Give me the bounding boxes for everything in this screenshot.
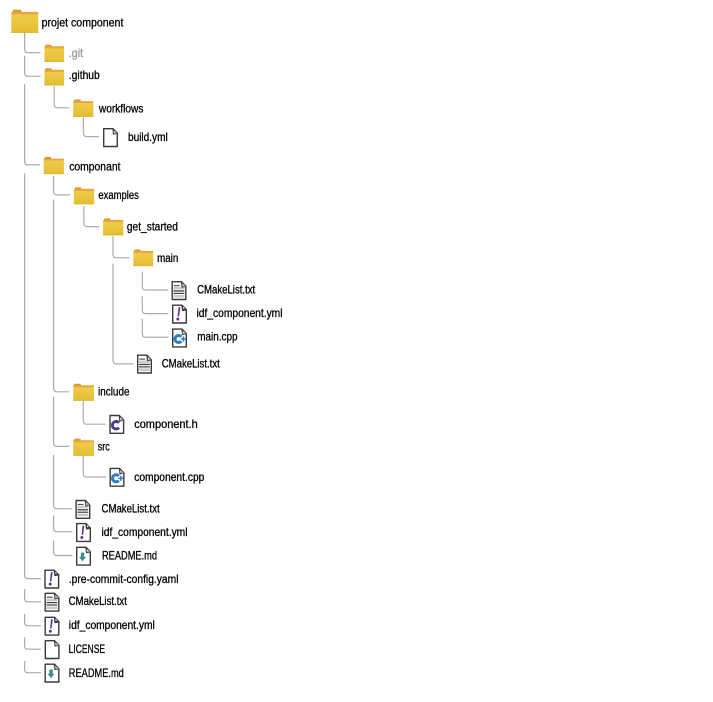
svg-text:get_started: get_started: [127, 219, 178, 233]
svg-text:idf_component.yml: idf_component.yml: [197, 306, 283, 320]
svg-text:main.cpp: main.cpp: [197, 329, 238, 343]
svg-text:examples: examples: [98, 188, 138, 202]
svg-text:CMakeList.txt: CMakeList.txt: [162, 356, 221, 370]
svg-text:component.cpp: component.cpp: [134, 470, 204, 484]
svg-text:README.md: README.md: [69, 666, 124, 680]
svg-text:main: main: [157, 251, 178, 265]
svg-text:.git: .git: [69, 46, 84, 60]
svg-text:componant: componant: [69, 159, 121, 173]
svg-text:build.yml: build.yml: [128, 130, 168, 144]
svg-text:CMakeList.txt: CMakeList.txt: [69, 594, 128, 608]
svg-text:src: src: [98, 440, 110, 454]
svg-text:projet component: projet component: [42, 16, 124, 30]
svg-text:CMakeList.txt: CMakeList.txt: [102, 502, 161, 516]
svg-text:README.md: README.md: [102, 549, 157, 563]
svg-text:CMakeList.txt: CMakeList.txt: [197, 282, 256, 296]
svg-text:.github: .github: [69, 68, 100, 82]
svg-text:.pre-commit-config.yaml: .pre-commit-config.yaml: [69, 572, 179, 586]
svg-text:LICENSE: LICENSE: [69, 642, 106, 656]
svg-text:include: include: [98, 385, 130, 399]
svg-text:workflows: workflows: [98, 101, 143, 115]
svg-text:idf_component.yml: idf_component.yml: [69, 618, 155, 632]
svg-text:idf_component.yml: idf_component.yml: [102, 525, 188, 539]
svg-text:component.h: component.h: [134, 417, 198, 431]
